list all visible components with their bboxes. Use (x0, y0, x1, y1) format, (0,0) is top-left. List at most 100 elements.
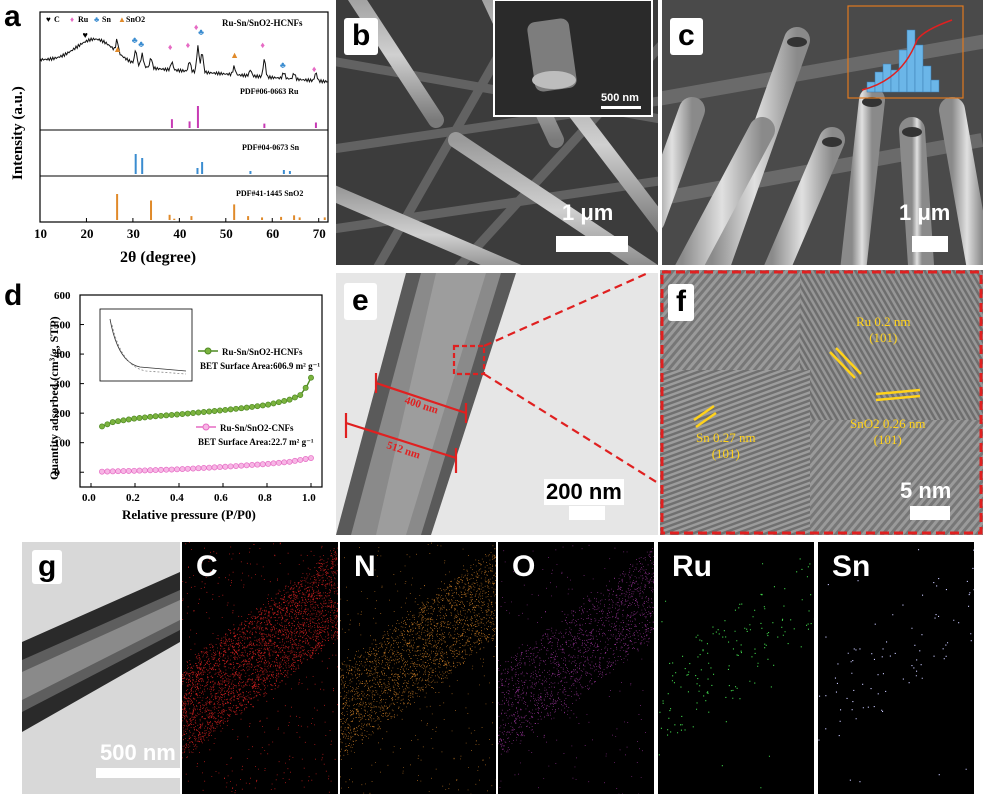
panel-c-scale-bar (912, 236, 948, 252)
bet-data-point (168, 466, 175, 473)
bet-y-tick-label: 600 (54, 290, 71, 302)
xrd-phase-marker: ♥ (82, 30, 87, 40)
bet-x-tick-label: 0.2 (126, 492, 140, 504)
panel-c-label: c (670, 18, 703, 55)
bet-data-point (174, 411, 180, 418)
xrd-x-tick-label: 60 (266, 226, 279, 241)
xrd-phase-marker: ♣ (198, 27, 204, 37)
inset-scale-bar (601, 106, 641, 109)
sn-fringe-annotation: Sn 0.27 nm (101) (696, 430, 756, 462)
bet-data-point (238, 405, 245, 412)
bet-data-point (152, 467, 159, 474)
bet-data-point (190, 410, 197, 416)
xrd-legend-symbol: ♦ (70, 15, 74, 24)
bet-pore-curve (109, 318, 187, 372)
bet-data-point (259, 402, 266, 409)
xrd-legend-entry: Sn (102, 15, 111, 24)
inset-scale-label: 500 nm (601, 92, 639, 104)
bet-data-point (211, 464, 218, 471)
bet-data-point (243, 462, 250, 469)
xrd-legend-entry: C (54, 15, 60, 24)
bet-pore-inset (99, 308, 193, 382)
panel-a-xrd: ♥ ▲ ♣ ♣ ♦ ♦ ♦ ♣ ▲ ♦ ♣ ♦ ♥ C ♦ Ru ♣ Sn ▲ SnO2 Ru-Sn/SnO2-HCNF… (0, 0, 335, 268)
bet-data-point (281, 459, 288, 466)
bet-y-tick-label: 400 (54, 349, 71, 361)
bet-data-point (254, 461, 261, 468)
panel-g-scale-bar (96, 768, 180, 778)
xrd-phase-marker: ♦ (168, 42, 173, 52)
eds-signal (182, 542, 338, 794)
xrd-x-tick-label: 10 (34, 226, 47, 241)
bet-data-point (222, 407, 229, 413)
bet-chart: 0 100 200 300 400 500 600 0.0 0.2 0.4 0.6 0.8 1.0 Rel… (47, 290, 323, 522)
bet-x-tick-label: 0.8 (258, 492, 272, 504)
panel-f-scale-label: 5 nm (900, 478, 952, 503)
ru-plane: (101) (869, 330, 898, 345)
xrd-chart: ♥▲♣ ♣ ♦ ♦♦ ♣▲♦♣ ♦♥ C ♦ Ru ♣ Sn ▲ SnO2 Ru-Sn/SnO2-HCNF… (10, 11, 329, 266)
bet-data-point (308, 374, 314, 381)
bet-data-point (109, 419, 116, 426)
bet-legend-marker (202, 423, 210, 431)
diameter-histogram-inset (847, 5, 964, 99)
eds-signal (340, 542, 496, 794)
sn-spacing: Sn 0.27 nm (696, 430, 756, 445)
sno2-spacing: SnO2 0.26 nm (850, 416, 926, 431)
bet-data-point (265, 401, 272, 408)
bet-data-point (302, 384, 309, 391)
bet-data-point (233, 405, 239, 412)
bet-data-point (254, 403, 261, 410)
bet-y-axis-label: Quantity adsorbed (cm³/g, STP) (47, 316, 61, 480)
bet-y-tick-label: 0 (54, 467, 60, 479)
bet-data-point (125, 416, 132, 423)
bet-data-point (125, 467, 132, 474)
xrd-ref-label: PDF#04-0673 Sn (242, 143, 300, 152)
xrd-sample-pattern (39, 36, 329, 85)
bet-x-tick-label: 1.0 (302, 492, 316, 504)
panel-e-scale-bar (569, 506, 605, 520)
bet-y-tick-label: 100 (54, 438, 71, 450)
panel-f-scale-bar (910, 506, 950, 520)
bet-data-point (249, 403, 256, 410)
bet-data-point (270, 400, 277, 407)
bet-data-point (115, 468, 122, 475)
sno2-fringe-annotation: SnO2 0.26 nm (101) (850, 416, 925, 448)
bet-bet-value: BET Surface Area:606.9 m² g⁻¹ (200, 361, 320, 371)
xrd-phase-marker: ♦ (312, 64, 317, 74)
bet-data-point (184, 465, 191, 472)
bet-data-point (99, 423, 105, 430)
xrd-phase-marker: ♣ (132, 35, 138, 45)
bet-data-point (211, 408, 218, 414)
xrd-frame (39, 11, 329, 223)
bet-data-point (190, 465, 197, 472)
bet-data-point (131, 415, 138, 422)
sem-fibers-c (662, 0, 983, 265)
bet-y-tick-label: 300 (54, 379, 71, 391)
xrd-x-tick-label: 20 (80, 226, 93, 241)
bet-data-point (109, 468, 116, 475)
bet-y-tick-label: 500 (54, 320, 71, 332)
panel-g-scale-label: 500 nm (100, 740, 176, 765)
panel-e-scale-label: 200 nm (544, 479, 624, 505)
bet-data-point (259, 461, 266, 468)
bet-data-point (200, 464, 207, 471)
bet-data-point (227, 463, 234, 470)
bet-data-point (286, 396, 293, 403)
hrtem-lattice (660, 270, 983, 535)
xrd-phase-marker: ▲ (230, 50, 239, 60)
ru-spacing: Ru 0.2 nm (856, 314, 911, 329)
bet-data-point (216, 407, 223, 414)
bet-bet-value: BET Surface Area:22.7 m² g⁻¹ (198, 437, 314, 447)
bet-data-point (275, 459, 282, 466)
xrd-legend-symbol: ♥ (46, 15, 51, 24)
panel-d-label: d (4, 279, 23, 312)
xrd-x-tick-label: 40 (173, 226, 186, 241)
bet-legend-entry: Ru-Sn/SnO2-CNFs (220, 423, 294, 433)
bet-data-point (286, 458, 293, 465)
eds-map-label: N (354, 550, 376, 583)
xrd-phase-marker: ♦ (186, 40, 191, 50)
bet-data-point (184, 410, 191, 417)
bet-data-point (195, 465, 202, 472)
xrd-x-tick-label: 70 (313, 226, 326, 241)
bet-data-point (291, 457, 298, 464)
tem-fiber-e: 400 nm 512 nm (336, 273, 658, 535)
